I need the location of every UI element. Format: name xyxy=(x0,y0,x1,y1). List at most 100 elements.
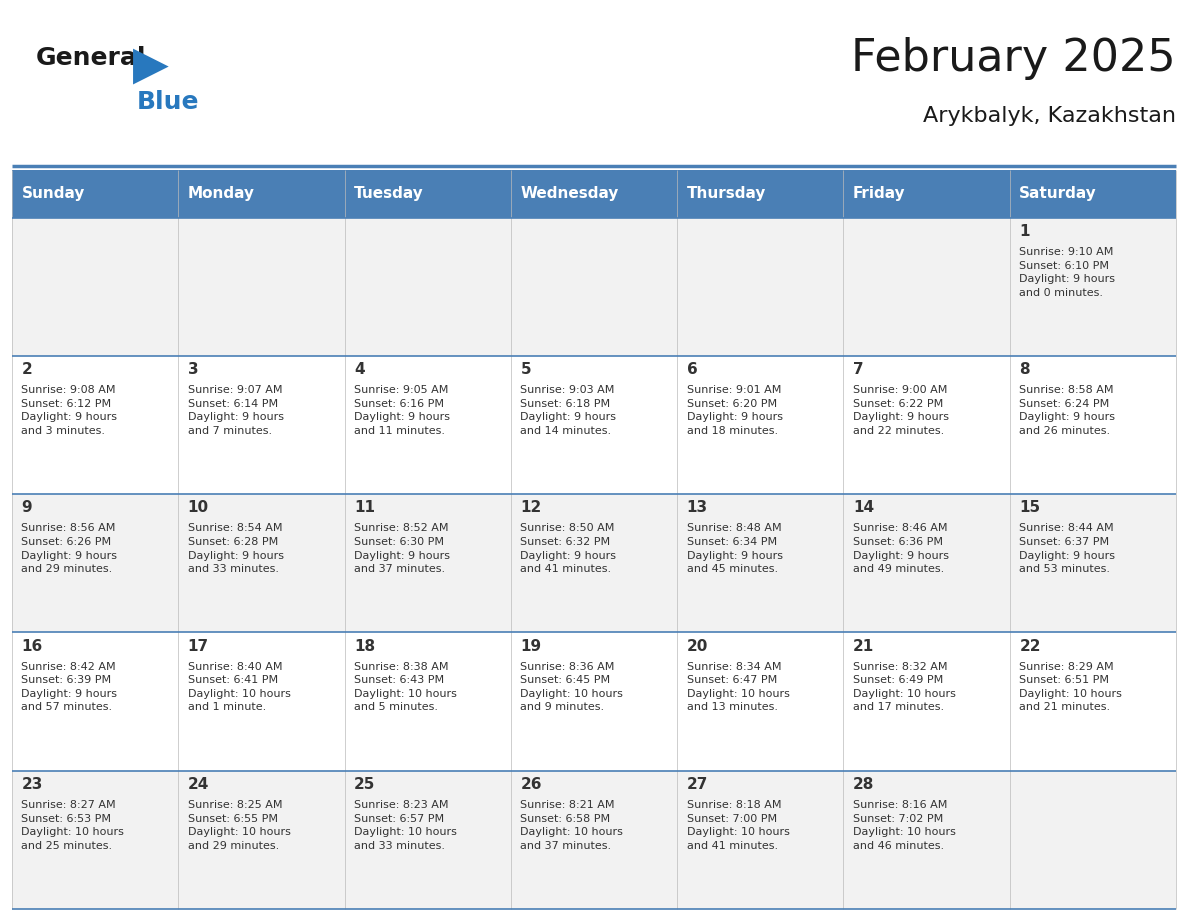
Text: 28: 28 xyxy=(853,777,874,792)
Text: Sunrise: 9:00 AM
Sunset: 6:22 PM
Daylight: 9 hours
and 22 minutes.: Sunrise: 9:00 AM Sunset: 6:22 PM Dayligh… xyxy=(853,386,949,436)
Text: 12: 12 xyxy=(520,500,542,516)
Text: Sunrise: 9:10 AM
Sunset: 6:10 PM
Daylight: 9 hours
and 0 minutes.: Sunrise: 9:10 AM Sunset: 6:10 PM Dayligh… xyxy=(1019,247,1116,297)
Text: 21: 21 xyxy=(853,639,874,654)
FancyBboxPatch shape xyxy=(511,494,677,633)
Text: Sunrise: 8:16 AM
Sunset: 7:02 PM
Daylight: 10 hours
and 46 minutes.: Sunrise: 8:16 AM Sunset: 7:02 PM Dayligh… xyxy=(853,800,956,851)
Text: Sunrise: 8:42 AM
Sunset: 6:39 PM
Daylight: 9 hours
and 57 minutes.: Sunrise: 8:42 AM Sunset: 6:39 PM Dayligh… xyxy=(21,662,118,712)
Text: Sunrise: 8:48 AM
Sunset: 6:34 PM
Daylight: 9 hours
and 45 minutes.: Sunrise: 8:48 AM Sunset: 6:34 PM Dayligh… xyxy=(687,523,783,575)
Text: 20: 20 xyxy=(687,639,708,654)
Text: Sunrise: 8:52 AM
Sunset: 6:30 PM
Daylight: 9 hours
and 37 minutes.: Sunrise: 8:52 AM Sunset: 6:30 PM Dayligh… xyxy=(354,523,450,575)
Text: Sunrise: 8:36 AM
Sunset: 6:45 PM
Daylight: 10 hours
and 9 minutes.: Sunrise: 8:36 AM Sunset: 6:45 PM Dayligh… xyxy=(520,662,624,712)
Text: 24: 24 xyxy=(188,777,209,792)
FancyBboxPatch shape xyxy=(677,170,843,218)
FancyBboxPatch shape xyxy=(843,633,1010,770)
Text: Sunrise: 9:01 AM
Sunset: 6:20 PM
Daylight: 9 hours
and 18 minutes.: Sunrise: 9:01 AM Sunset: 6:20 PM Dayligh… xyxy=(687,386,783,436)
FancyBboxPatch shape xyxy=(677,494,843,633)
Text: 8: 8 xyxy=(1019,363,1030,377)
Text: 1: 1 xyxy=(1019,224,1030,239)
Text: Sunrise: 8:27 AM
Sunset: 6:53 PM
Daylight: 10 hours
and 25 minutes.: Sunrise: 8:27 AM Sunset: 6:53 PM Dayligh… xyxy=(21,800,125,851)
FancyBboxPatch shape xyxy=(12,494,178,633)
Text: 10: 10 xyxy=(188,500,209,516)
FancyBboxPatch shape xyxy=(677,356,843,494)
FancyBboxPatch shape xyxy=(345,494,511,633)
Text: 18: 18 xyxy=(354,639,375,654)
Text: 23: 23 xyxy=(21,777,43,792)
Text: Sunrise: 8:23 AM
Sunset: 6:57 PM
Daylight: 10 hours
and 33 minutes.: Sunrise: 8:23 AM Sunset: 6:57 PM Dayligh… xyxy=(354,800,457,851)
Text: 5: 5 xyxy=(520,363,531,377)
Text: Sunrise: 8:18 AM
Sunset: 7:00 PM
Daylight: 10 hours
and 41 minutes.: Sunrise: 8:18 AM Sunset: 7:00 PM Dayligh… xyxy=(687,800,790,851)
FancyBboxPatch shape xyxy=(843,170,1010,218)
FancyBboxPatch shape xyxy=(511,356,677,494)
FancyBboxPatch shape xyxy=(12,633,178,770)
FancyBboxPatch shape xyxy=(178,770,345,909)
Text: 19: 19 xyxy=(520,639,542,654)
FancyBboxPatch shape xyxy=(345,770,511,909)
FancyBboxPatch shape xyxy=(1010,633,1176,770)
Text: 25: 25 xyxy=(354,777,375,792)
Text: Sunrise: 8:25 AM
Sunset: 6:55 PM
Daylight: 10 hours
and 29 minutes.: Sunrise: 8:25 AM Sunset: 6:55 PM Dayligh… xyxy=(188,800,291,851)
Text: Sunrise: 8:29 AM
Sunset: 6:51 PM
Daylight: 10 hours
and 21 minutes.: Sunrise: 8:29 AM Sunset: 6:51 PM Dayligh… xyxy=(1019,662,1123,712)
Text: 16: 16 xyxy=(21,639,43,654)
Text: Sunrise: 8:50 AM
Sunset: 6:32 PM
Daylight: 9 hours
and 41 minutes.: Sunrise: 8:50 AM Sunset: 6:32 PM Dayligh… xyxy=(520,523,617,575)
Text: 3: 3 xyxy=(188,363,198,377)
Text: Sunrise: 8:34 AM
Sunset: 6:47 PM
Daylight: 10 hours
and 13 minutes.: Sunrise: 8:34 AM Sunset: 6:47 PM Dayligh… xyxy=(687,662,790,712)
FancyBboxPatch shape xyxy=(1010,356,1176,494)
Text: Sunrise: 8:38 AM
Sunset: 6:43 PM
Daylight: 10 hours
and 5 minutes.: Sunrise: 8:38 AM Sunset: 6:43 PM Dayligh… xyxy=(354,662,457,712)
FancyBboxPatch shape xyxy=(1010,494,1176,633)
Text: 11: 11 xyxy=(354,500,375,516)
Text: 6: 6 xyxy=(687,363,697,377)
Text: Saturday: Saturday xyxy=(1019,186,1097,201)
FancyBboxPatch shape xyxy=(345,170,511,218)
Text: Monday: Monday xyxy=(188,186,254,201)
Text: Tuesday: Tuesday xyxy=(354,186,424,201)
Text: General: General xyxy=(36,46,146,70)
Polygon shape xyxy=(133,49,169,84)
FancyBboxPatch shape xyxy=(677,633,843,770)
FancyBboxPatch shape xyxy=(511,218,677,356)
FancyBboxPatch shape xyxy=(12,770,178,909)
Text: 22: 22 xyxy=(1019,639,1041,654)
Text: 27: 27 xyxy=(687,777,708,792)
FancyBboxPatch shape xyxy=(178,633,345,770)
Text: Sunrise: 8:40 AM
Sunset: 6:41 PM
Daylight: 10 hours
and 1 minute.: Sunrise: 8:40 AM Sunset: 6:41 PM Dayligh… xyxy=(188,662,291,712)
Text: Sunday: Sunday xyxy=(21,186,84,201)
FancyBboxPatch shape xyxy=(178,494,345,633)
FancyBboxPatch shape xyxy=(677,770,843,909)
Text: 15: 15 xyxy=(1019,500,1041,516)
FancyBboxPatch shape xyxy=(843,218,1010,356)
Text: 7: 7 xyxy=(853,363,864,377)
FancyBboxPatch shape xyxy=(178,218,345,356)
Text: Sunrise: 8:46 AM
Sunset: 6:36 PM
Daylight: 9 hours
and 49 minutes.: Sunrise: 8:46 AM Sunset: 6:36 PM Dayligh… xyxy=(853,523,949,575)
Text: Sunrise: 9:08 AM
Sunset: 6:12 PM
Daylight: 9 hours
and 3 minutes.: Sunrise: 9:08 AM Sunset: 6:12 PM Dayligh… xyxy=(21,386,118,436)
FancyBboxPatch shape xyxy=(511,770,677,909)
Text: 14: 14 xyxy=(853,500,874,516)
FancyBboxPatch shape xyxy=(345,356,511,494)
FancyBboxPatch shape xyxy=(345,633,511,770)
Text: Sunrise: 8:58 AM
Sunset: 6:24 PM
Daylight: 9 hours
and 26 minutes.: Sunrise: 8:58 AM Sunset: 6:24 PM Dayligh… xyxy=(1019,386,1116,436)
Text: Thursday: Thursday xyxy=(687,186,766,201)
FancyBboxPatch shape xyxy=(1010,170,1176,218)
FancyBboxPatch shape xyxy=(12,218,178,356)
FancyBboxPatch shape xyxy=(511,170,677,218)
FancyBboxPatch shape xyxy=(12,170,178,218)
Text: Sunrise: 9:05 AM
Sunset: 6:16 PM
Daylight: 9 hours
and 11 minutes.: Sunrise: 9:05 AM Sunset: 6:16 PM Dayligh… xyxy=(354,386,450,436)
FancyBboxPatch shape xyxy=(178,170,345,218)
FancyBboxPatch shape xyxy=(511,633,677,770)
Text: Sunrise: 8:21 AM
Sunset: 6:58 PM
Daylight: 10 hours
and 37 minutes.: Sunrise: 8:21 AM Sunset: 6:58 PM Dayligh… xyxy=(520,800,624,851)
FancyBboxPatch shape xyxy=(178,356,345,494)
FancyBboxPatch shape xyxy=(1010,770,1176,909)
Text: Sunrise: 8:56 AM
Sunset: 6:26 PM
Daylight: 9 hours
and 29 minutes.: Sunrise: 8:56 AM Sunset: 6:26 PM Dayligh… xyxy=(21,523,118,575)
Text: Friday: Friday xyxy=(853,186,905,201)
Text: Arykbalyk, Kazakhstan: Arykbalyk, Kazakhstan xyxy=(923,106,1176,126)
Text: Sunrise: 8:32 AM
Sunset: 6:49 PM
Daylight: 10 hours
and 17 minutes.: Sunrise: 8:32 AM Sunset: 6:49 PM Dayligh… xyxy=(853,662,956,712)
Text: Blue: Blue xyxy=(137,90,200,114)
Text: 4: 4 xyxy=(354,363,365,377)
Text: 13: 13 xyxy=(687,500,708,516)
FancyBboxPatch shape xyxy=(12,356,178,494)
Text: Sunrise: 8:54 AM
Sunset: 6:28 PM
Daylight: 9 hours
and 33 minutes.: Sunrise: 8:54 AM Sunset: 6:28 PM Dayligh… xyxy=(188,523,284,575)
Text: 2: 2 xyxy=(21,363,32,377)
Text: Sunrise: 8:44 AM
Sunset: 6:37 PM
Daylight: 9 hours
and 53 minutes.: Sunrise: 8:44 AM Sunset: 6:37 PM Dayligh… xyxy=(1019,523,1116,575)
Text: 17: 17 xyxy=(188,639,209,654)
FancyBboxPatch shape xyxy=(345,218,511,356)
FancyBboxPatch shape xyxy=(843,770,1010,909)
